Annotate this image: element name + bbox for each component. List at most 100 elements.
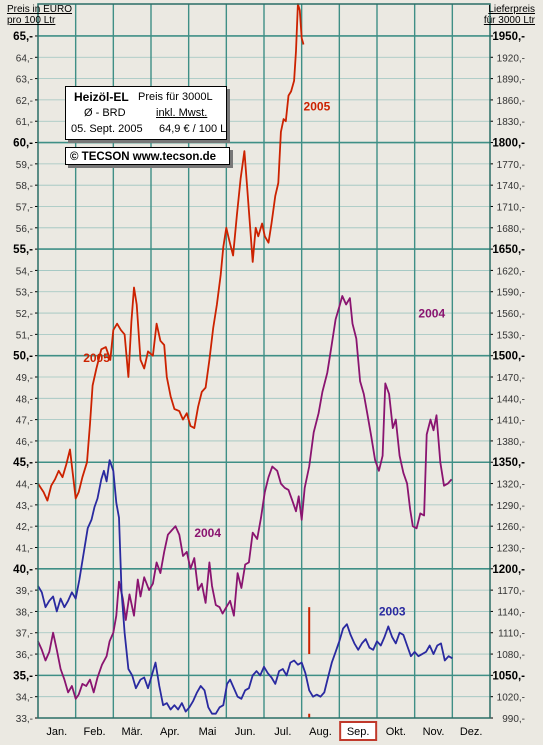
price-label: Preis für 3000L — [138, 91, 213, 103]
left-tick-label: 58,- — [16, 181, 33, 192]
month-label: Sep. — [347, 726, 370, 738]
right-tick-label: 1650,- — [492, 244, 525, 256]
left-tick-label: 35,- — [13, 670, 33, 682]
month-label: Apr. — [160, 726, 180, 738]
left-tick-label: 53,- — [16, 288, 33, 299]
right-tick-label: 1800,- — [492, 138, 525, 150]
series-labels: 2005 2005 2004 2004 2003 — [83, 100, 445, 619]
month-label: Mär. — [121, 726, 142, 738]
product-title: Heizöl-EL — [74, 90, 129, 104]
right-tick-label: 990,- — [502, 714, 525, 725]
right-axis-unit: Lieferpreis für 3000 Ltr — [484, 4, 535, 26]
right-tick-label: 1260,- — [497, 522, 525, 533]
right-tick-label: 1890,- — [497, 75, 525, 86]
month-label: Feb. — [83, 726, 105, 738]
credit-link[interactable]: © TECSON www.tecson.de — [65, 147, 230, 165]
month-label: Nov. — [423, 726, 445, 738]
right-tick-label: 1230,- — [497, 543, 525, 554]
right-tick-label: 1950,- — [492, 31, 525, 43]
left-tick-label: 37,- — [16, 629, 33, 640]
right-tick-label: 1770,- — [497, 160, 525, 171]
left-tick-label: 42,- — [16, 522, 33, 533]
left-tick-label: 60,- — [13, 138, 33, 150]
axis-ticks: 33,- 990,- 34,- 1020,- 35,- 1050,- 36,- 1080,- 3… — [13, 31, 525, 725]
left-tick-label: 57,- — [16, 202, 33, 213]
highlighted-month-box — [339, 721, 378, 741]
right-tick-label: 1680,- — [497, 224, 525, 235]
left-tick-label: 64,- — [16, 53, 33, 64]
left-tick-label: 34,- — [16, 693, 33, 704]
left-tick-label: 41,- — [16, 543, 33, 554]
right-tick-label: 1050,- — [492, 670, 525, 682]
series-line-2005 — [37, 3, 305, 502]
right-unit-line2: für 3000 Ltr — [483, 15, 535, 26]
series-lines — [37, 3, 453, 718]
right-tick-label: 1200,- — [492, 564, 525, 576]
right-tick-label: 1140,- — [497, 607, 525, 618]
left-tick-label: 52,- — [16, 309, 33, 320]
right-tick-label: 1830,- — [497, 117, 525, 128]
right-tick-label: 1110,- — [498, 629, 525, 640]
left-unit-line2: pro 100 Ltr — [7, 15, 56, 26]
plot-frame — [37, 3, 491, 719]
price-date: 05. Sept. 2005 — [71, 123, 143, 135]
left-tick-label: 61,- — [16, 117, 33, 128]
series-label-2005: 2005 — [83, 351, 110, 365]
right-tick-label: 1530,- — [497, 330, 525, 341]
right-tick-label: 1020,- — [497, 693, 525, 704]
left-tick-label: 49,- — [16, 373, 33, 384]
left-tick-label: 62,- — [16, 96, 33, 107]
right-tick-label: 1620,- — [497, 266, 525, 277]
left-tick-label: 56,- — [16, 224, 33, 235]
left-tick-label: 50,- — [13, 351, 33, 363]
month-label: Jan. — [46, 726, 67, 738]
left-tick-label: 47,- — [16, 416, 33, 427]
vat-label: inkl. Mwst. — [156, 107, 208, 119]
right-tick-label: 1740,- — [497, 181, 525, 192]
left-tick-label: 33,- — [16, 714, 33, 725]
right-tick-label: 1410,- — [497, 416, 525, 427]
series-label-2005: 2005 — [304, 100, 331, 114]
left-tick-label: 36,- — [16, 650, 33, 661]
left-tick-label: 46,- — [16, 437, 33, 448]
right-tick-label: 1710,- — [497, 202, 525, 213]
left-tick-label: 59,- — [16, 160, 33, 171]
series-label-2004: 2004 — [194, 526, 221, 540]
right-tick-label: 1380,- — [497, 437, 525, 448]
left-tick-label: 65,- — [13, 31, 33, 43]
left-tick-label: 55,- — [13, 244, 33, 256]
month-label: Jun. — [235, 726, 256, 738]
left-tick-label: 51,- — [16, 330, 33, 341]
right-tick-label: 1320,- — [497, 480, 525, 491]
month-label: Mai — [199, 726, 217, 738]
right-unit-line1: Lieferpreis — [488, 4, 535, 15]
month-label: Aug. — [309, 726, 332, 738]
x-axis-months: Jan. Feb. Mär. Apr. Mai Jun. Jul. Aug. Sep. Okt. N… — [46, 721, 482, 741]
price-info-box: Heizöl-EL Preis für 3000L Ø - BRD inkl. … — [65, 86, 227, 140]
left-tick-label: 44,- — [16, 480, 33, 491]
right-tick-label: 1860,- — [497, 96, 525, 107]
right-tick-label: 1350,- — [492, 457, 525, 469]
grid-lines — [38, 4, 490, 719]
left-tick-label: 43,- — [16, 501, 33, 512]
series-label-2003: 2003 — [379, 605, 406, 619]
left-tick-label: 38,- — [16, 607, 33, 618]
right-tick-label: 1170,- — [497, 586, 525, 597]
price-value: 64,9 € / 100 L — [159, 123, 227, 135]
series-line-2003 — [37, 459, 453, 715]
left-tick-label: 54,- — [16, 266, 33, 277]
month-label: Jul. — [274, 726, 291, 738]
right-tick-label: 1590,- — [497, 288, 525, 299]
month-label: Okt. — [386, 726, 406, 738]
left-tick-label: 40,- — [13, 564, 33, 576]
right-tick-label: 1290,- — [497, 501, 525, 512]
left-tick-label: 48,- — [16, 394, 33, 405]
left-axis-unit: Preis in EURO pro 100 Ltr — [7, 4, 72, 26]
right-tick-label: 1440,- — [497, 394, 525, 405]
right-tick-label: 1470,- — [497, 373, 525, 384]
region-label: Ø - BRD — [84, 107, 126, 119]
series-label-2004: 2004 — [418, 306, 445, 320]
left-tick-label: 63,- — [16, 75, 33, 86]
left-tick-label: 45,- — [13, 457, 33, 469]
